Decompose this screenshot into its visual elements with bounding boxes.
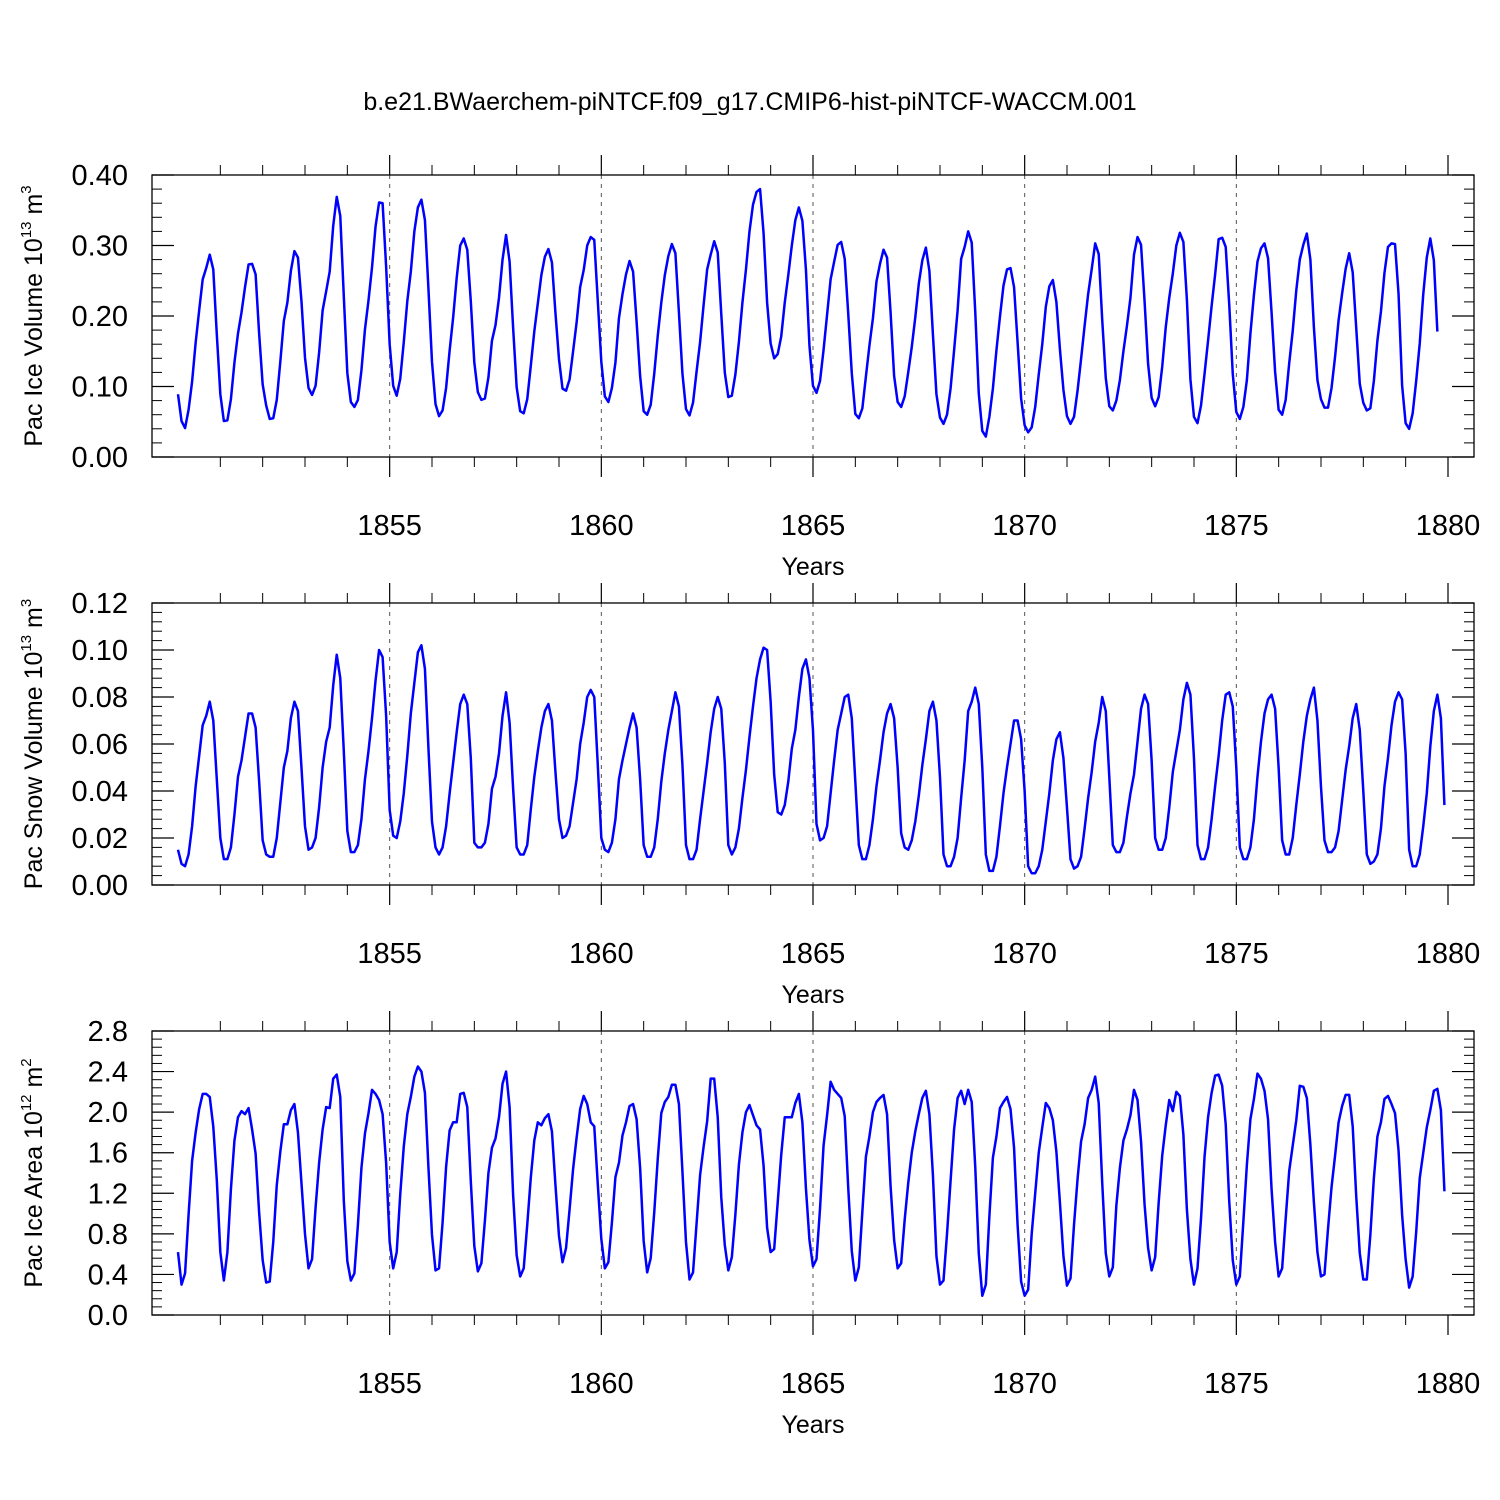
x-tick-label: 1870 <box>992 1368 1057 1400</box>
chart-title: b.e21.BWaerchem-piNTCF.f09_g17.CMIP6-his… <box>363 88 1136 116</box>
y-tick-label: 0.4 <box>88 1259 128 1291</box>
y-tick-label: 0.00 <box>72 442 128 474</box>
y-tick-label: 1.6 <box>88 1138 128 1170</box>
y-axis-label-text: Pac Ice Volume 10 <box>20 238 48 446</box>
y-tick-label: 0.08 <box>72 682 128 714</box>
y-axis-label-text: m <box>20 1067 48 1095</box>
y-tick-label: 0.02 <box>72 823 128 855</box>
x-tick-label: 1860 <box>569 1368 634 1400</box>
panel-2: 1855 1860 1865 1870 1875 1880 0.00 0.02 0.04 0.06… <box>18 583 1480 1009</box>
y-tick-label: 0.30 <box>72 231 128 263</box>
x-tick-label: 1865 <box>781 938 846 970</box>
x-tick-label: 1880 <box>1416 1368 1481 1400</box>
y-axis-label-text: Pac Snow Volume 10 <box>20 652 48 890</box>
x-axis-label: Years <box>781 1411 844 1439</box>
y-axis-label: Pac Ice Volume 1013 m3 <box>18 185 48 446</box>
y-axis-label-text: Pac Ice Area 10 <box>20 1111 48 1288</box>
series-line <box>176 644 1446 875</box>
x-tick-label: 1855 <box>357 510 422 542</box>
x-tick-label: 1875 <box>1204 510 1269 542</box>
y-axis-label: Pac Snow Volume 1013 m3 <box>18 599 48 889</box>
x-tick-label: 1875 <box>1204 938 1269 970</box>
y-tick-label: 0.20 <box>72 301 128 333</box>
x-tick-label: 1860 <box>569 510 634 542</box>
series-line <box>176 1065 1446 1297</box>
y-tick-label: 2.4 <box>88 1057 128 1089</box>
y-axis-label: Pac Ice Area 1012 m2 <box>18 1058 48 1287</box>
panel-1: 1855 1860 1865 1870 1875 1880 0.00 0.10 0.20 0.30… <box>18 155 1480 581</box>
panel-3: 1855 1860 1865 1870 1875 1880 0.0 0.4 0.8 1.2 1.6 2… <box>18 1011 1480 1439</box>
plot-frame <box>151 1030 1475 1316</box>
y-tick-label: 0.12 <box>72 588 128 620</box>
x-tick-label: 1870 <box>992 938 1057 970</box>
y-axis-label-superscript: 13 <box>18 221 35 238</box>
y-tick-label: 2.8 <box>88 1016 128 1048</box>
x-axis-label: Years <box>781 553 844 581</box>
y-tick-label: 0.8 <box>88 1219 128 1251</box>
series-line <box>176 187 1439 438</box>
x-tick-label: 1875 <box>1204 1368 1269 1400</box>
x-tick-label: 1865 <box>781 510 846 542</box>
y-axis-label-superscript: 3 <box>18 185 35 193</box>
plot-frame <box>151 174 1475 458</box>
y-axis-label-text: m <box>20 194 48 222</box>
plot-frame <box>151 602 1475 886</box>
x-tick-label: 1860 <box>569 938 634 970</box>
y-tick-label: 1.2 <box>88 1178 128 1210</box>
y-tick-label: 0.10 <box>72 635 128 667</box>
y-tick-label: 0.10 <box>72 372 128 404</box>
x-tick-label: 1870 <box>992 510 1057 542</box>
y-axis-label-text: m <box>20 607 48 635</box>
x-tick-label: 1855 <box>357 938 422 970</box>
x-tick-label: 1880 <box>1416 510 1481 542</box>
y-tick-label: 0.40 <box>72 160 128 192</box>
x-tick-label: 1865 <box>781 1368 846 1400</box>
y-tick-label: 0.04 <box>72 776 128 808</box>
y-tick-label: 0.00 <box>72 870 128 902</box>
y-tick-label: 0.06 <box>72 729 128 761</box>
y-tick-label: 2.0 <box>88 1097 128 1129</box>
y-axis-label-superscript: 13 <box>18 635 35 652</box>
x-tick-label: 1880 <box>1416 938 1481 970</box>
y-tick-label: 0.0 <box>88 1300 128 1332</box>
x-axis-label: Years <box>781 981 844 1009</box>
x-tick-label: 1855 <box>357 1368 422 1400</box>
y-axis-label-superscript: 12 <box>18 1094 35 1111</box>
y-axis-label-superscript: 2 <box>18 1058 35 1066</box>
y-axis-label-superscript: 3 <box>18 599 35 607</box>
